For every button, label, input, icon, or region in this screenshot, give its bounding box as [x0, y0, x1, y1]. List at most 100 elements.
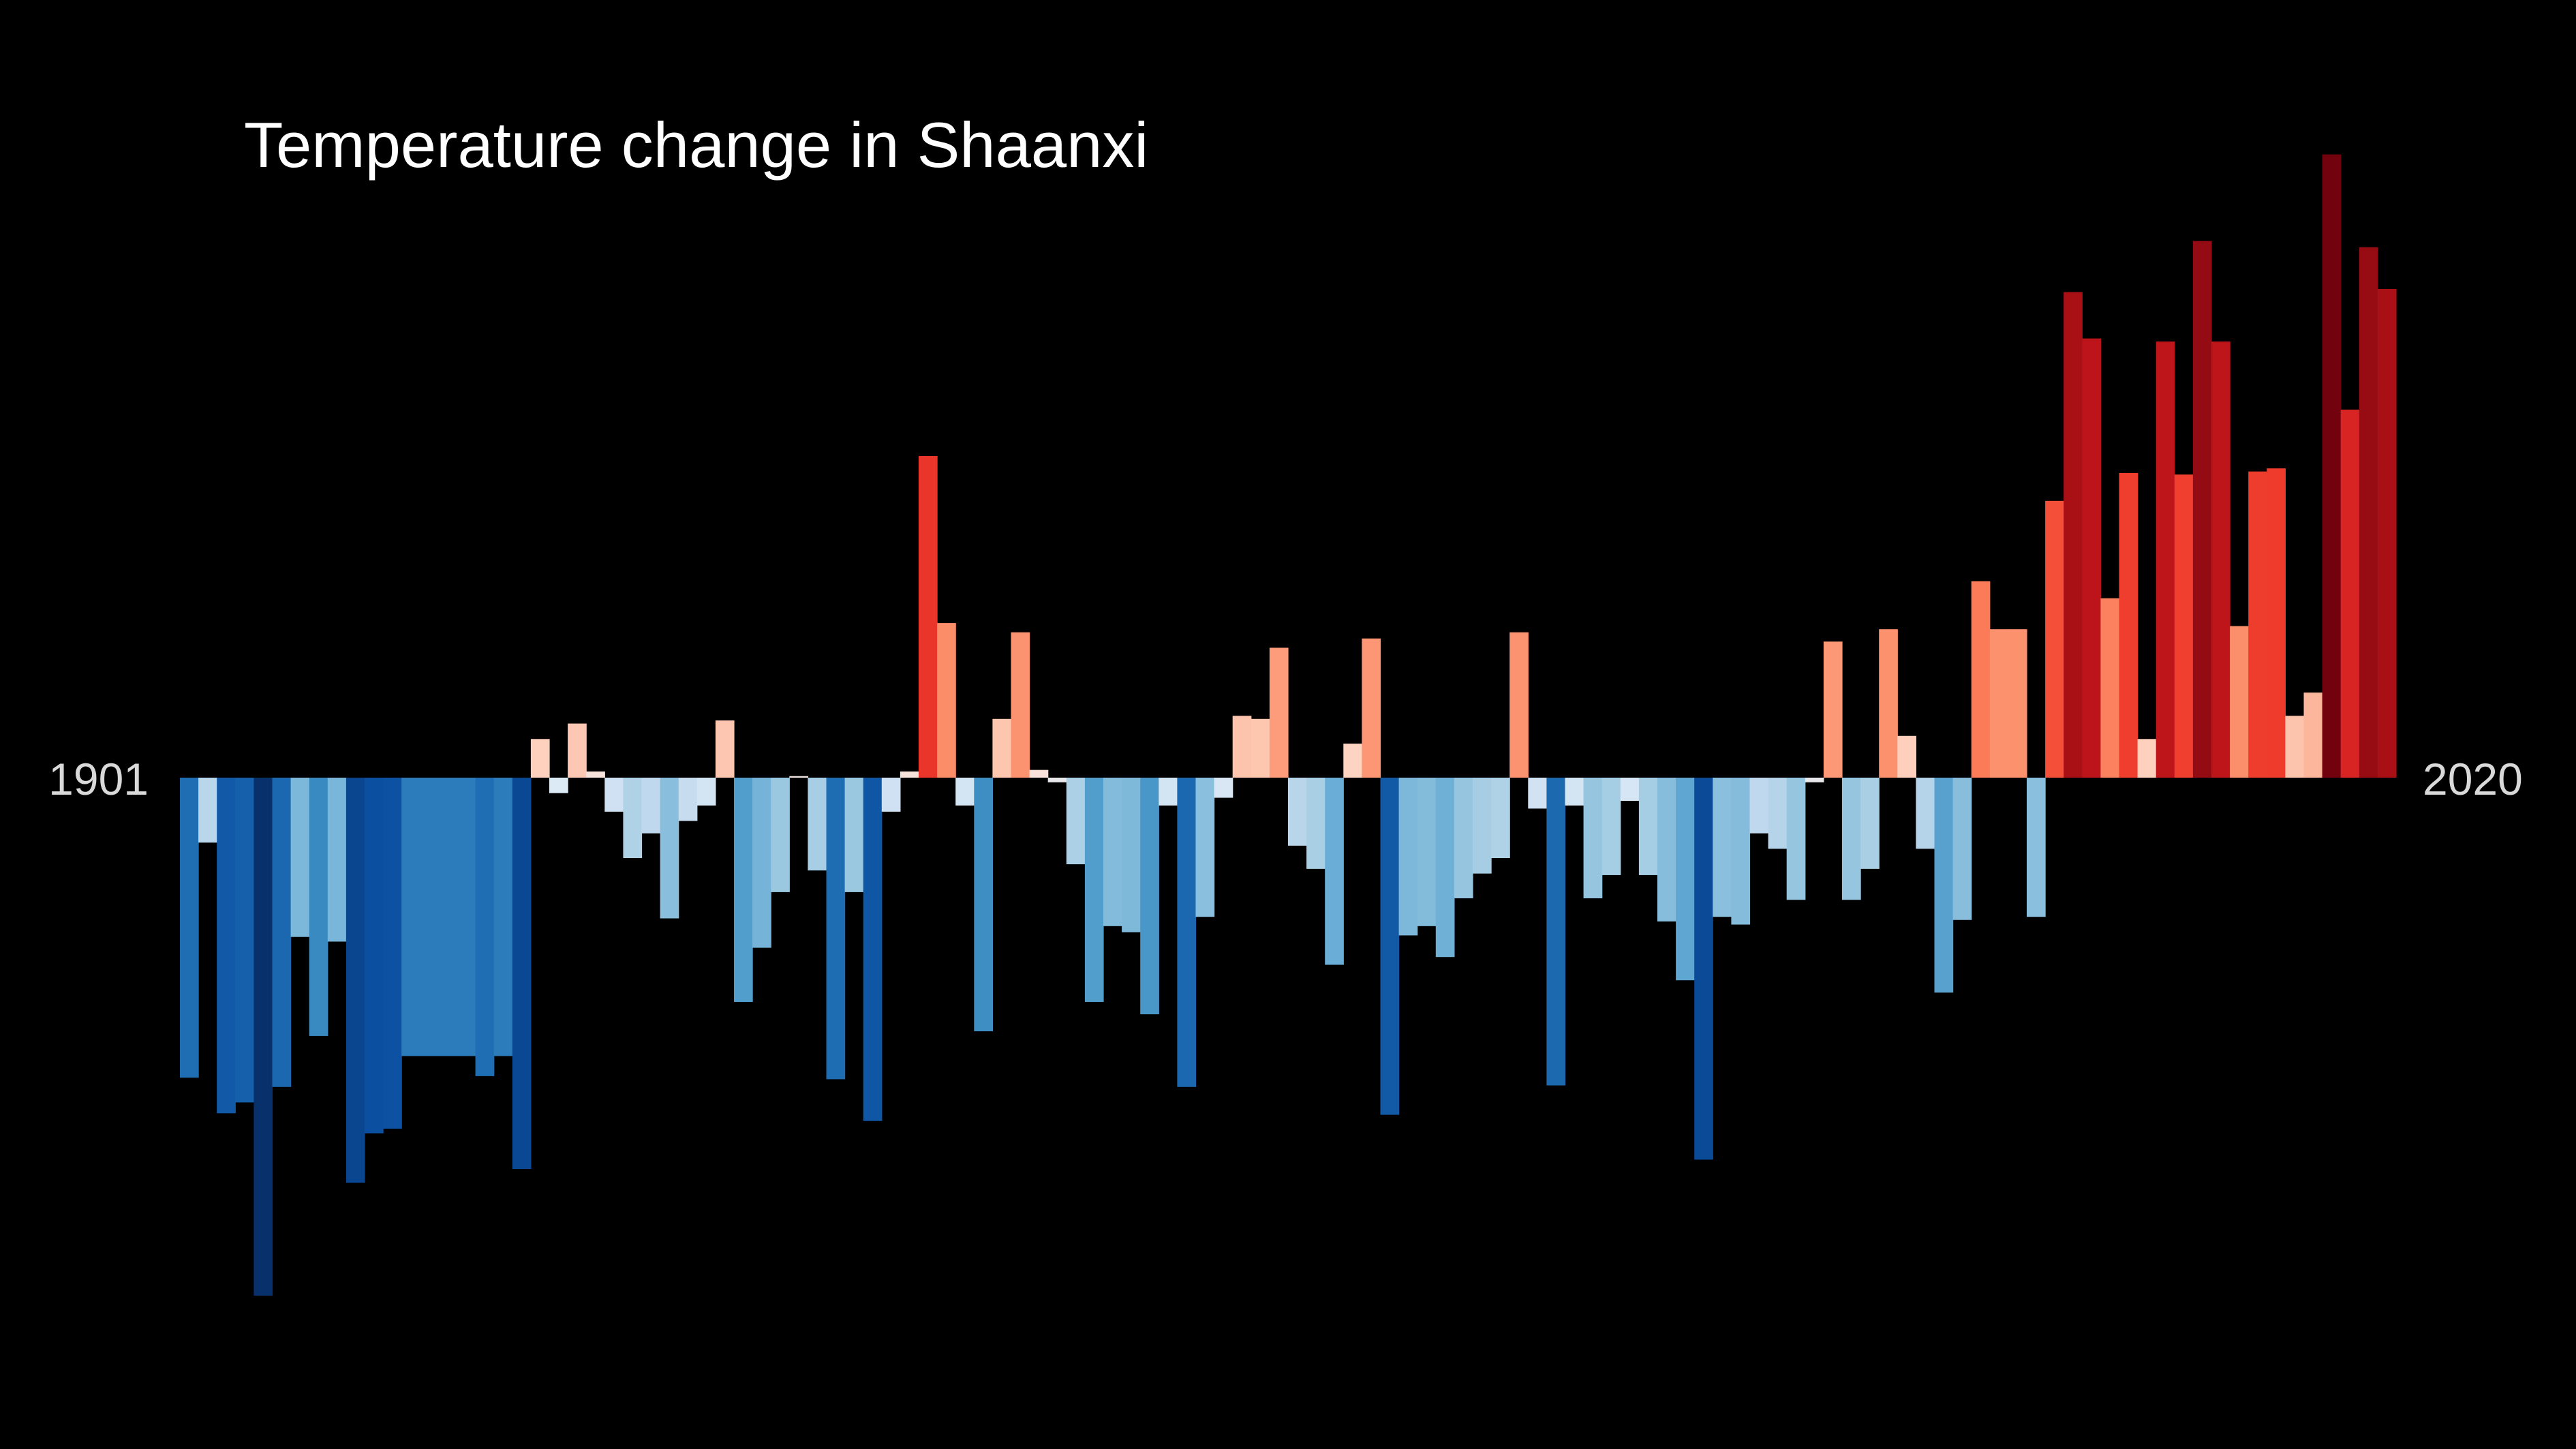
bar-2017 [2322, 154, 2342, 778]
bar-2015 [2285, 716, 2305, 778]
bar-1985 [1731, 778, 1751, 925]
bar-1908 [309, 778, 328, 1036]
bar-1999 [1989, 629, 2009, 778]
bar-2003 [2064, 292, 2083, 778]
bar-1966 [1380, 778, 1400, 1115]
bar-1914 [420, 778, 439, 1056]
bar-2014 [2267, 468, 2286, 778]
bar-1930 [715, 720, 735, 778]
bar-1907 [290, 778, 310, 937]
bar-1998 [1971, 581, 1991, 778]
bar-1952 [1122, 778, 1141, 932]
bar-2009 [2174, 474, 2194, 778]
bar-1977 [1583, 778, 1603, 898]
bar-1957 [1214, 778, 1233, 798]
bar-1902 [198, 778, 217, 843]
bar-1953 [1140, 778, 1159, 1015]
bar-2018 [2340, 409, 2360, 778]
bar-1933 [771, 778, 790, 892]
bar-1948 [1047, 778, 1067, 782]
bar-1932 [752, 778, 771, 948]
bar-1941 [919, 456, 938, 778]
bar-1963 [1325, 778, 1344, 965]
bar-1974 [1528, 778, 1547, 809]
bar-2004 [2082, 338, 2101, 778]
bar-1905 [254, 778, 273, 1296]
bar-series [180, 154, 2397, 1296]
chart-title: Temperature change in Shaanxi [244, 109, 1148, 181]
bar-1912 [383, 778, 402, 1129]
bar-1934 [789, 776, 808, 778]
bar-1918 [493, 778, 513, 1056]
bar-1997 [1952, 778, 1972, 920]
bar-1970 [1454, 778, 1473, 898]
bar-2012 [2230, 626, 2249, 778]
bar-1955 [1177, 778, 1197, 1087]
bar-1923 [586, 771, 605, 778]
start-year-label: 1901 [48, 754, 149, 804]
bar-1992 [1860, 778, 1880, 869]
bar-2007 [2137, 739, 2157, 778]
bar-1965 [1362, 638, 1381, 778]
bar-2010 [2192, 241, 2212, 778]
bar-2001 [2027, 778, 2046, 917]
bar-1994 [1897, 735, 1916, 778]
bar-1949 [1066, 778, 1086, 865]
bar-1925 [623, 778, 643, 858]
bar-1980 [1638, 778, 1658, 875]
bar-1975 [1546, 778, 1566, 1086]
bar-1936 [826, 778, 846, 1080]
end-year-label: 2020 [2423, 754, 2523, 804]
bar-1921 [549, 778, 568, 793]
bar-1935 [808, 778, 827, 871]
bar-1960 [1269, 647, 1289, 778]
bar-1979 [1620, 778, 1640, 802]
bar-1913 [401, 778, 420, 1056]
bar-1983 [1694, 778, 1713, 1160]
bar-1901 [180, 778, 199, 1078]
bar-1991 [1842, 778, 1861, 900]
bar-1917 [475, 778, 495, 1076]
bar-1938 [863, 778, 883, 1121]
bar-2002 [2045, 500, 2064, 778]
bar-1931 [734, 778, 753, 1002]
bar-2013 [2248, 471, 2267, 778]
bar-2020 [2377, 289, 2397, 778]
bar-1973 [1509, 632, 1529, 778]
bar-1968 [1417, 778, 1437, 926]
bar-1926 [641, 778, 661, 834]
bar-1972 [1491, 778, 1510, 858]
bar-1928 [678, 778, 698, 821]
bar-1945 [992, 718, 1012, 778]
bar-1904 [235, 778, 254, 1103]
bar-1920 [530, 739, 550, 778]
bar-1911 [365, 778, 384, 1133]
bar-1937 [844, 778, 864, 892]
bar-1971 [1473, 778, 1492, 874]
bar-1922 [568, 723, 587, 778]
bar-1924 [604, 778, 624, 812]
bar-1927 [660, 778, 679, 919]
bar-1969 [1435, 778, 1455, 958]
bar-1947 [1029, 769, 1049, 778]
bar-1993 [1879, 629, 1898, 778]
bar-1990 [1823, 641, 1843, 778]
bar-1984 [1713, 778, 1732, 917]
bar-1950 [1084, 778, 1104, 1002]
bar-1995 [1916, 778, 1935, 849]
bar-1967 [1398, 778, 1418, 936]
bar-1964 [1343, 744, 1362, 778]
bar-1988 [1786, 778, 1806, 900]
bar-1989 [1805, 778, 1824, 782]
bar-2005 [2100, 598, 2120, 778]
bar-1959 [1251, 718, 1270, 778]
bar-1958 [1232, 716, 1252, 778]
bar-2000 [2008, 629, 2027, 778]
bar-1951 [1103, 778, 1122, 926]
bar-1919 [512, 778, 532, 1170]
bar-1915 [438, 778, 458, 1056]
bar-2016 [2303, 692, 2323, 778]
bar-1916 [457, 778, 476, 1056]
bar-1981 [1657, 778, 1676, 922]
bar-1910 [346, 778, 365, 1183]
